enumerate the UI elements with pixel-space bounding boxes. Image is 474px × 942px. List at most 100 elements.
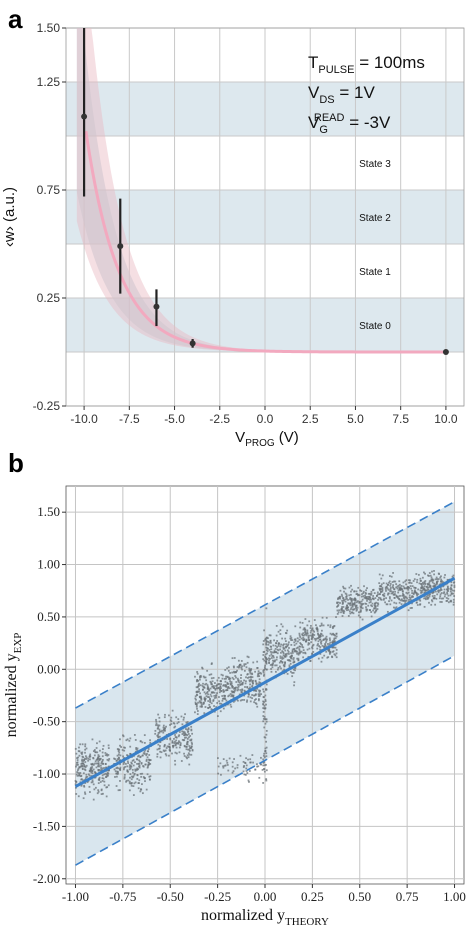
- b-scatter-point-1750: [365, 606, 367, 609]
- b-scatter-point-1283: [265, 646, 268, 649]
- b-xtick-label-4: 0.00: [254, 889, 277, 904]
- b-scatter-point-77: [84, 793, 87, 795]
- b-scatter-point-311: [143, 753, 146, 755]
- b-scatter-point-1785: [341, 608, 343, 610]
- b-scatter-point-2099: [423, 591, 426, 594]
- b-scatter-point-903: [216, 684, 218, 687]
- b-scatter-point-428: [123, 766, 126, 769]
- b-scatter-point-1856: [396, 595, 398, 598]
- b-scatter-point-196: [74, 786, 77, 789]
- b-scatter-point-106: [79, 772, 82, 774]
- b-scatter-point-1776: [340, 609, 343, 611]
- b-scatter-point-1375: [273, 651, 275, 654]
- b-scatter-point-992: [246, 673, 249, 676]
- b-scatter-point-1044: [260, 672, 263, 675]
- b-scatter-point-1162: [273, 639, 275, 642]
- b-scatter-point-1619: [365, 595, 367, 598]
- b-scatter-point-2075: [429, 574, 432, 577]
- b-scatter-point-737: [206, 684, 209, 686]
- b-scatter-point-1782: [353, 599, 356, 601]
- b-scatter-point-1140: [244, 663, 247, 666]
- b-scatter-point-1745: [355, 606, 357, 608]
- b-scatter-point-876: [215, 696, 218, 699]
- b-scatter-point-1584: [307, 637, 310, 640]
- b-scatter-point-1891: [381, 589, 384, 592]
- b-scatter-point-1008: [250, 668, 253, 670]
- b-scatter-point-2411: [265, 720, 268, 723]
- b-scatter-point-582: [165, 747, 168, 749]
- b-scatter-point-1940: [416, 594, 419, 597]
- a-ytick-label-3: 1.25: [37, 75, 61, 89]
- b-scatter-point-2282: [217, 757, 219, 760]
- b-scatter-point-1005: [239, 677, 242, 679]
- b-scatter-point-2292: [261, 768, 264, 771]
- b-scatter-point-1409: [298, 648, 301, 651]
- b-scatter-point-1197: [270, 657, 273, 659]
- b-scatter-point-1132: [244, 686, 246, 688]
- b-scatter-point-1839: [357, 593, 360, 596]
- b-scatter-point-1286: [270, 645, 273, 648]
- b-scatter-point-1154: [288, 647, 290, 649]
- b-scatter-point-224: [88, 754, 91, 757]
- b-scatter-point-128: [77, 763, 79, 766]
- b-scatter-point-673: [177, 742, 180, 745]
- b-scatter-point-1202: [274, 670, 277, 673]
- b-scatter-point-1321: [270, 648, 273, 651]
- b-scatter-point-169: [97, 765, 99, 768]
- b-scatter-point-635: [156, 748, 159, 751]
- b-scatter-point-1720: [371, 605, 374, 608]
- b-scatter-point-1380: [300, 650, 303, 653]
- b-scatter-point-255: [106, 775, 109, 777]
- b-scatter-point-1963: [381, 574, 384, 577]
- b-scatter-point-303: [124, 746, 126, 749]
- b-scatter-point-2187: [420, 587, 423, 590]
- b-scatter-point-515: [178, 734, 181, 737]
- b-scatter-point-474: [144, 763, 147, 766]
- b-scatter-point-1887: [413, 586, 416, 589]
- b-scatter-point-1851: [399, 586, 402, 589]
- b-scatter-point-1410: [320, 624, 323, 627]
- b-scatter-point-1258: [265, 642, 268, 645]
- b-scatter-point-153: [95, 762, 98, 765]
- b-scatter-point-17: [101, 758, 104, 761]
- b-scatter-point-150: [104, 772, 107, 775]
- b-scatter-point-80: [107, 747, 110, 749]
- b-scatter-point-257: [78, 754, 81, 757]
- b-scatter-point-1223: [275, 642, 278, 645]
- b-scatter-point-1234: [276, 652, 279, 655]
- b-scatter-point-1570: [309, 660, 312, 663]
- b-scatter-point-723: [214, 688, 217, 691]
- b-scatter-point-162: [106, 758, 109, 761]
- b-scatter-point-1386: [319, 652, 322, 655]
- b-scatter-point-2265: [424, 589, 427, 592]
- b-scatter-point-1326: [274, 644, 277, 647]
- b-scatter-point-114: [105, 766, 108, 769]
- b-scatter-point-849: [218, 691, 221, 694]
- b-scatter-point-833: [224, 697, 226, 700]
- b-scatter-point-475: [128, 782, 131, 785]
- b-scatter-point-575: [190, 725, 193, 728]
- b-scatter-point-2186: [423, 588, 426, 590]
- b-scatter-point-1123: [236, 669, 238, 672]
- b-scatter-point-429: [138, 762, 140, 765]
- b-scatter-point-2395: [265, 769, 268, 772]
- b-scatter-point-160: [81, 767, 84, 770]
- b-scatter-point-298: [132, 771, 134, 774]
- b-scatter-point-888: [219, 685, 222, 688]
- b-scatter-point-725: [205, 695, 208, 698]
- b-scatter-point-1833: [355, 607, 357, 610]
- b-scatter-point-240: [76, 761, 79, 764]
- b-scatter-point-320: [136, 773, 139, 776]
- b-scatter-point-35: [86, 781, 89, 784]
- b-scatter-point-2040: [380, 585, 383, 588]
- b-scatter-point-2026: [402, 585, 405, 588]
- b-scatter-point-916: [199, 692, 202, 695]
- b-scatter-point-1338: [279, 648, 282, 651]
- b-scatter-point-2333: [222, 765, 224, 768]
- b-scatter-point-712: [196, 707, 198, 710]
- b-scatter-point-732: [199, 678, 201, 681]
- b-scatter-point-182: [85, 776, 88, 779]
- b-scatter-point-1651: [366, 587, 368, 590]
- b-scatter-point-699: [177, 721, 180, 724]
- b-scatter-point-2392: [264, 718, 267, 721]
